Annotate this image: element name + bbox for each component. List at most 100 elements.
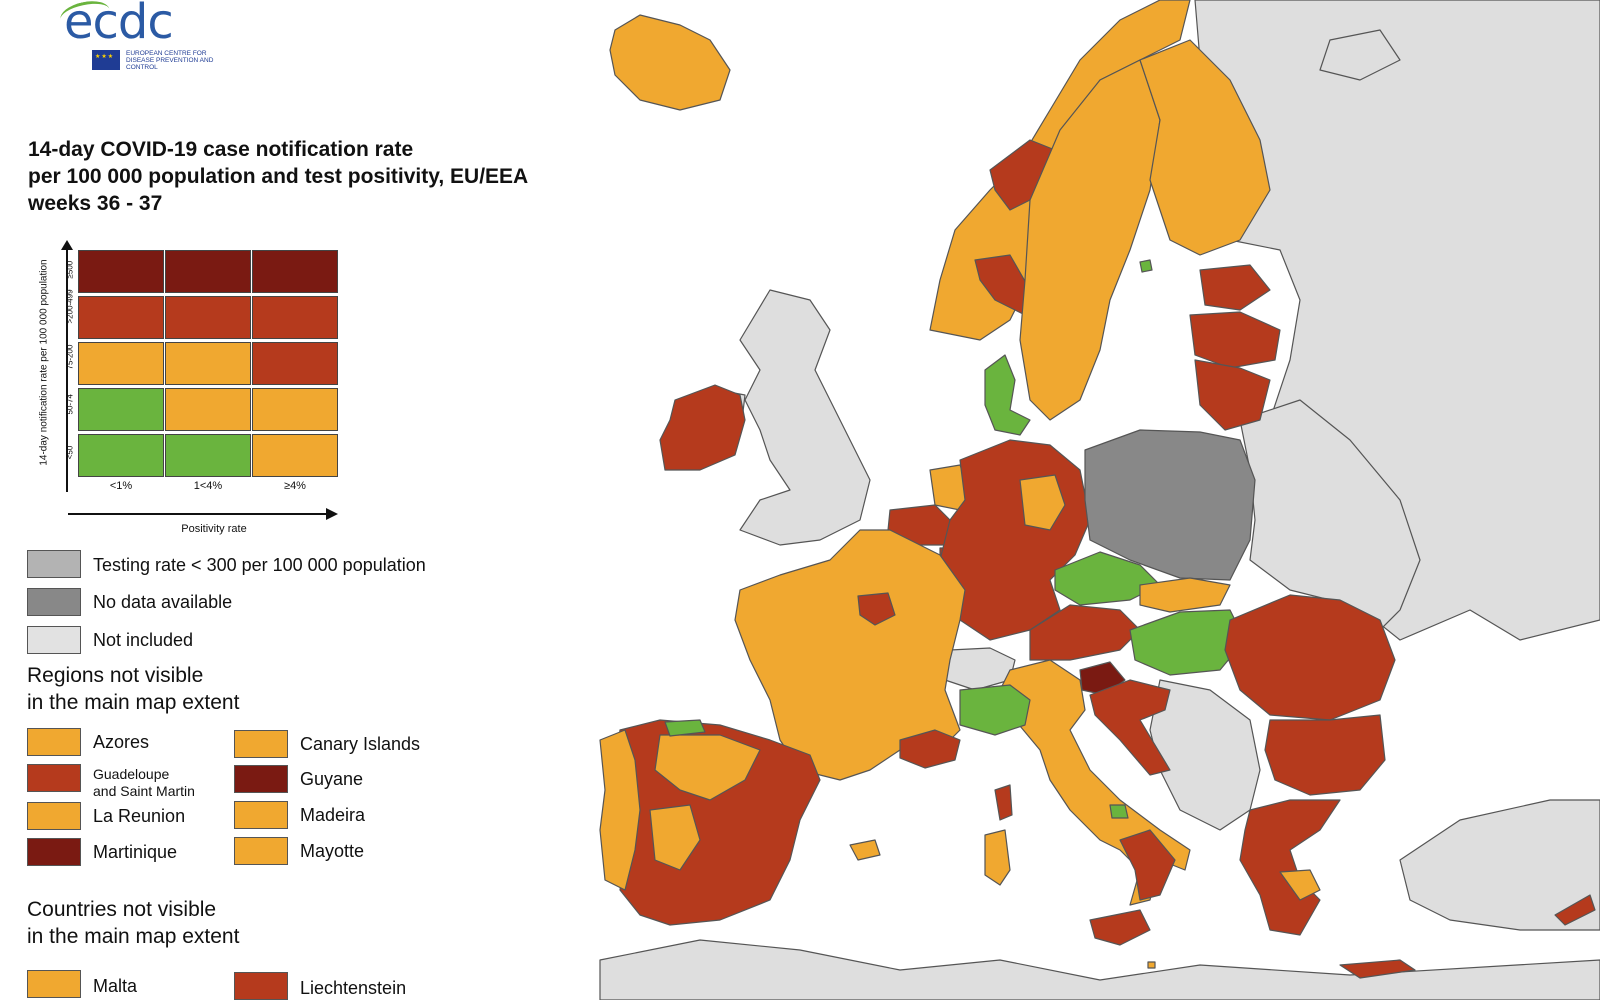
matrix-cell (165, 434, 251, 477)
latvia (1189, 311, 1281, 369)
x-axis-label: Positivity rate (181, 523, 247, 535)
legend-label-azores: Azores (93, 732, 150, 752)
legend-label-martinique: Martinique (93, 842, 178, 862)
legend-swatch-azores (27, 728, 81, 756)
matrix-cell (165, 388, 251, 431)
legend-swatch-martinique (27, 838, 81, 866)
balearic (849, 839, 881, 861)
legend-swatch-madeira (234, 801, 288, 829)
italy-nw-green (959, 684, 1031, 736)
legend-swatch-testing (27, 550, 81, 578)
north-africa (599, 939, 1600, 1000)
estonia (1199, 264, 1271, 311)
matrix-cell (252, 296, 338, 339)
sicily (1089, 909, 1151, 946)
row-label: >200-499 (65, 289, 75, 324)
bulgaria (1264, 714, 1386, 796)
france-paris-red (857, 592, 896, 626)
finland (1139, 39, 1271, 256)
aland (1139, 259, 1153, 273)
denmark (984, 354, 1031, 436)
matrix-cell (252, 250, 338, 293)
spain-orange-center (649, 804, 701, 871)
portugal (599, 729, 641, 891)
eu-flag-icon (92, 50, 120, 70)
title-line-2: per 100 000 population and test positivi… (28, 165, 529, 188)
uk-region (739, 289, 871, 546)
row-label: <50 (65, 445, 75, 460)
legend-swatch-notincluded (27, 626, 81, 654)
matrix-cell (165, 342, 251, 385)
sardinia (984, 829, 1011, 886)
row-label: ≥500 (65, 260, 75, 279)
legend-swatch-mayotte (234, 837, 288, 865)
legend-swatch-la-reunion (27, 802, 81, 830)
legend-label-la-reunion: La Reunion (93, 806, 186, 826)
legend-swatch-nodata (27, 588, 81, 616)
row-label: 50-74 (65, 394, 75, 415)
matrix-cell (78, 434, 164, 477)
map-title: 14-day COVID-19 case notification rate p… (28, 136, 628, 217)
svalbard-area (1319, 29, 1401, 81)
col-label: <1% (109, 480, 133, 492)
matrix-cell (252, 434, 338, 477)
legend-swatch-guadeloupe (27, 764, 81, 792)
title-line-1: 14-day COVID-19 case notification rate (28, 138, 414, 161)
slovakia (1139, 577, 1231, 613)
countries-heading: Countries not visible in the main map ex… (27, 896, 239, 950)
legend-swatch-guyane (234, 765, 288, 793)
regions-heading-line-1: Regions not visible (27, 664, 204, 687)
poland (1084, 429, 1256, 581)
legend-label-canary-islands: Canary Islands (300, 734, 421, 754)
guadeloupe-line-2: and Saint Martin (93, 783, 195, 799)
ireland (659, 384, 746, 471)
greece (1239, 799, 1341, 936)
legend-label-notincluded: Not included (93, 630, 194, 650)
germany-orange-east (1019, 474, 1066, 531)
row-label: 75-200 (65, 344, 75, 370)
legend-swatch-liechtenstein (234, 972, 288, 1000)
france (734, 529, 966, 781)
italy-green (1109, 804, 1129, 819)
legend-label-mayotte: Mayotte (300, 841, 365, 861)
italy-south-red (1119, 829, 1176, 901)
lithuania (1194, 359, 1271, 431)
regions-heading: Regions not visible in the main map exte… (27, 662, 239, 716)
matrix-cell (165, 296, 251, 339)
matrix-cell (252, 388, 338, 431)
legend-swatch-malta (27, 970, 81, 998)
corsica (994, 784, 1013, 821)
countries-heading-line-1: Countries not visible (27, 898, 217, 921)
france-se-red (899, 729, 961, 769)
matrix-cell (78, 250, 164, 293)
x-axis-arrow-icon (326, 508, 338, 520)
turkey-region (1399, 799, 1600, 931)
sweden (1019, 59, 1161, 421)
malta-island (1147, 961, 1156, 969)
col-label: 1<4% (193, 480, 223, 492)
ecdc-logo: ecdc EUROPEAN CENTRE FOR DISEASE PREVENT… (30, 0, 213, 80)
legend-label-guyane: Guyane (300, 769, 364, 789)
guadeloupe-line-1: Guadeloupe (93, 766, 170, 782)
austria (1029, 604, 1141, 661)
matrix-cell (78, 342, 164, 385)
romania (1224, 594, 1396, 721)
x-axis-line (68, 513, 330, 515)
title-line-3: weeks 36 - 37 (28, 192, 163, 215)
croatia (1089, 679, 1171, 776)
countries-heading-line-2: in the main map extent (27, 925, 240, 948)
matrix-cell (78, 296, 164, 339)
legend-label-testing: Testing rate < 300 per 100 000 populatio… (93, 555, 426, 575)
cyprus (1554, 894, 1596, 926)
matrix-cell (252, 342, 338, 385)
iceland (609, 14, 731, 111)
legend-label-malta: Malta (93, 976, 138, 996)
bivariate-legend: 14-day notification rate per 100 000 pop… (26, 240, 356, 535)
crete (1339, 959, 1416, 979)
greece-orange (1279, 869, 1321, 901)
legend-label-madeira: Madeira (300, 805, 366, 825)
logo-subtitle: EUROPEAN CENTRE FOR DISEASE PREVENTION A… (126, 50, 214, 71)
legend-label-nodata: No data available (93, 592, 233, 612)
regions-heading-line-2: in the main map extent (27, 691, 240, 714)
